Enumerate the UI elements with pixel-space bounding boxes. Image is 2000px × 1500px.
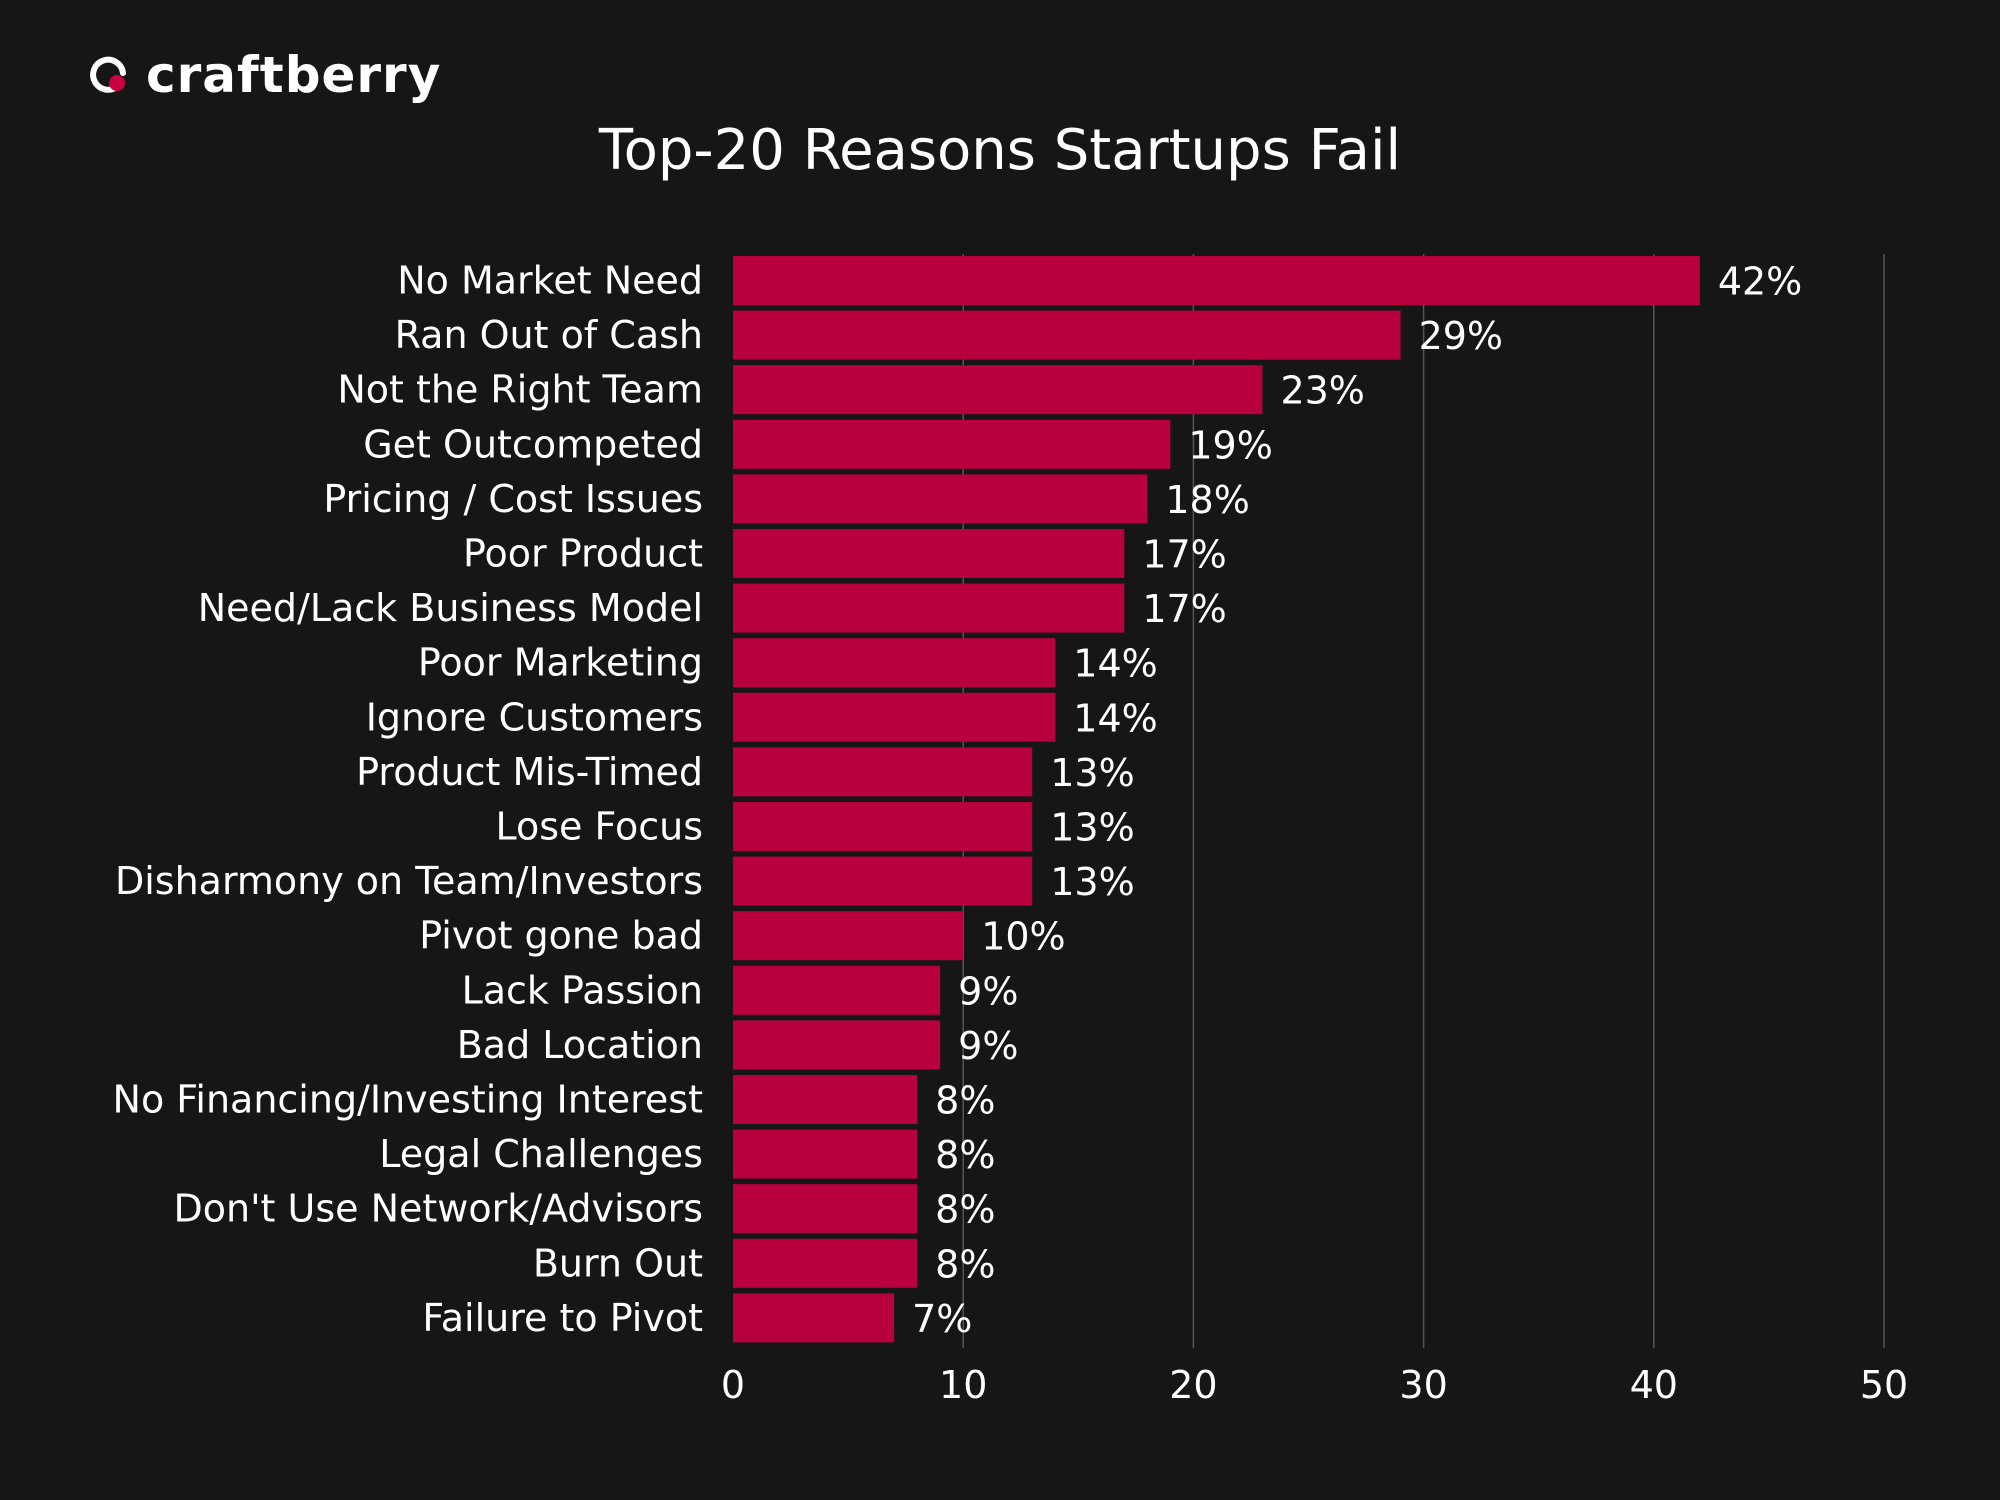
data-label: 42% (1718, 260, 1802, 304)
data-label: 18% (1165, 478, 1249, 522)
x-tick-label: 10 (939, 1363, 987, 1407)
data-label: 13% (1050, 806, 1134, 850)
bar (733, 692, 1056, 742)
brand-logo: craftberry (88, 46, 441, 104)
bar (733, 365, 1263, 415)
category-label: Get Outcompeted (363, 422, 703, 466)
data-label: 7% (912, 1297, 972, 1341)
data-label: 8% (935, 1079, 995, 1123)
bar (733, 310, 1401, 360)
category-label: No Financing/Investing Interest (113, 1078, 703, 1122)
category-label: Not the Right Team (337, 368, 703, 412)
x-tick-label: 40 (1630, 1363, 1678, 1407)
bar (733, 911, 964, 961)
x-tick-label: 30 (1399, 1363, 1447, 1407)
data-label: 29% (1419, 314, 1503, 358)
category-label: Failure to Pivot (422, 1296, 703, 1340)
data-label: 8% (935, 1133, 995, 1177)
category-label: Ran Out of Cash (395, 313, 703, 357)
bar (733, 638, 1056, 688)
bar (733, 1020, 941, 1070)
chart-title: Top-20 Reasons Startups Fail (598, 118, 1402, 183)
data-label: 8% (935, 1242, 995, 1286)
category-label: Disharmony on Team/Investors (115, 859, 703, 903)
bar (733, 965, 941, 1015)
category-label: No Market Need (397, 259, 703, 303)
bar (733, 856, 1033, 906)
x-tick-label: 20 (1169, 1363, 1217, 1407)
bar (733, 802, 1033, 851)
category-label: Pricing / Cost Issues (323, 477, 703, 521)
data-label: 13% (1050, 751, 1134, 795)
data-label: 13% (1050, 860, 1134, 904)
bar (733, 1293, 895, 1343)
category-label: Pivot gone bad (419, 914, 703, 958)
data-label: 17% (1142, 533, 1226, 577)
category-label: Poor Marketing (418, 641, 703, 685)
data-label: 9% (958, 1024, 1018, 1068)
category-label: Burn Out (533, 1241, 703, 1285)
data-label: 14% (1073, 642, 1157, 686)
bar (733, 1238, 918, 1288)
bar (733, 1129, 918, 1179)
category-label: Lack Passion (462, 968, 703, 1012)
bar (733, 474, 1148, 524)
bar (733, 529, 1125, 578)
bar (733, 747, 1033, 797)
bar (733, 419, 1171, 469)
data-label: 17% (1142, 587, 1226, 631)
data-label: 19% (1188, 423, 1272, 467)
category-label: Need/Lack Business Model (198, 586, 703, 630)
data-label: 8% (935, 1188, 995, 1232)
bar (733, 1184, 918, 1234)
category-label: Legal Challenges (379, 1132, 703, 1176)
category-label: Ignore Customers (366, 695, 703, 739)
x-tick-label: 0 (721, 1363, 745, 1407)
category-label: Bad Location (457, 1023, 703, 1067)
craftberry-logo-icon (90, 56, 126, 93)
bar (733, 1075, 918, 1124)
category-label: Poor Product (463, 532, 703, 576)
brand-name: craftberry (146, 46, 442, 104)
data-label: 10% (981, 915, 1065, 959)
bar (733, 256, 1700, 305)
category-label: Product Mis-Timed (356, 750, 703, 794)
category-label: Lose Focus (495, 805, 703, 849)
data-label: 9% (958, 969, 1018, 1013)
bar (733, 583, 1125, 633)
data-label: 14% (1073, 696, 1157, 740)
x-tick-label: 50 (1860, 1363, 1908, 1407)
category-label: Don't Use Network/Advisors (173, 1187, 703, 1231)
data-label: 23% (1280, 369, 1364, 413)
